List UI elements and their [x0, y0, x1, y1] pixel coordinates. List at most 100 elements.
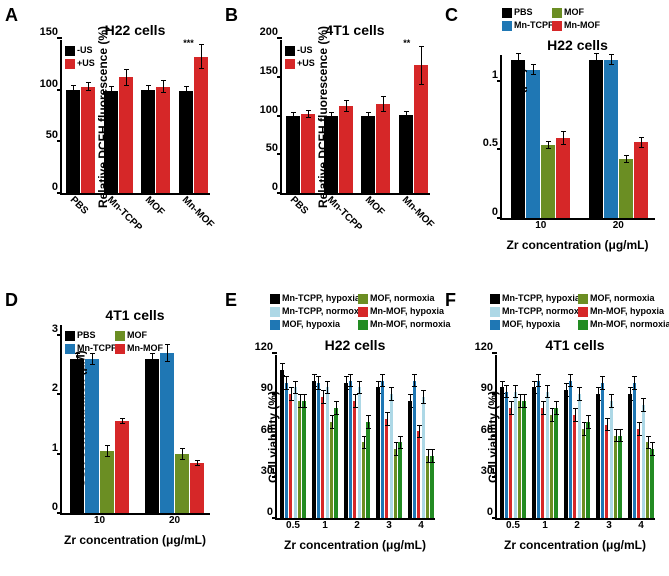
- error-bar: [396, 442, 397, 456]
- error-bar: [639, 422, 640, 436]
- legend-label: MOF, normoxia: [590, 293, 655, 303]
- error-bar: [148, 85, 149, 95]
- bar: [366, 422, 369, 518]
- error-bar: [515, 385, 516, 399]
- legend-swatch: [65, 331, 75, 341]
- error-bar: [111, 86, 112, 96]
- error-bar: [634, 376, 635, 390]
- bar: [646, 442, 649, 518]
- bar: [66, 90, 80, 193]
- bar: [334, 408, 337, 518]
- error-bar: [293, 112, 294, 120]
- legend-label: Mn-TCPP: [77, 343, 117, 353]
- bar: [298, 401, 301, 518]
- error-bar: [318, 376, 319, 390]
- legend-swatch: [285, 46, 295, 56]
- error-bar: [327, 381, 328, 395]
- legend-swatch: [502, 8, 512, 18]
- panel-label: A: [5, 5, 18, 26]
- legend-item: PBS: [502, 7, 533, 18]
- legend-label: MOF, hypoxia: [502, 319, 560, 329]
- bar: [362, 442, 365, 518]
- bar: [141, 90, 155, 193]
- x-tick: MOF: [143, 194, 166, 217]
- error-bar: [432, 449, 433, 463]
- panel-label: F: [445, 290, 456, 311]
- error-bar: [421, 46, 422, 85]
- error-bar: [126, 69, 127, 86]
- error-bar: [641, 137, 642, 148]
- bar: [556, 138, 570, 218]
- bar: [633, 383, 636, 518]
- error-bar: [387, 412, 388, 426]
- legend-swatch: [65, 344, 75, 354]
- y-tick: 200: [260, 26, 278, 38]
- legend-item: MOF, hypoxia: [270, 319, 340, 330]
- error-bar: [584, 422, 585, 436]
- error-bar: [364, 436, 365, 450]
- bar: [430, 456, 433, 518]
- legend-swatch: [358, 320, 368, 330]
- panel-title: H22 cells: [60, 22, 210, 38]
- bar: [301, 114, 315, 193]
- bar: [312, 381, 315, 519]
- legend-swatch: [578, 307, 588, 317]
- bar: [175, 454, 189, 513]
- legend-swatch: [270, 294, 280, 304]
- bar: [634, 142, 648, 218]
- bar: [650, 449, 653, 518]
- error-bar: [596, 53, 597, 67]
- legend-item: Mn-TCPP, normoxia: [270, 306, 366, 317]
- legend-item: Mn-TCPP, hypoxia: [270, 293, 360, 304]
- bar: [578, 394, 581, 518]
- legend-item: Mn-TCPP, normoxia: [490, 306, 586, 317]
- legend-item: Mn-MOF, hypoxia: [358, 306, 444, 317]
- bar: [413, 381, 416, 519]
- error-bar: [152, 353, 153, 365]
- panel-title: 4T1 cells: [495, 337, 655, 353]
- error-bar: [355, 394, 356, 408]
- significance-marker: ***: [183, 38, 194, 48]
- bar: [422, 397, 425, 518]
- legend-swatch: [552, 8, 562, 18]
- error-bar: [518, 53, 519, 67]
- error-bar: [368, 415, 369, 429]
- error-bar: [547, 385, 548, 399]
- panel-d: D4T1 cells01231020GSH concentration (μM)…: [5, 290, 220, 570]
- bar: [280, 370, 283, 519]
- bar: [353, 401, 356, 518]
- panel-label: E: [225, 290, 237, 311]
- x-tick: Mn-MOF: [180, 194, 216, 230]
- error-bar: [588, 415, 589, 429]
- error-bar: [414, 374, 415, 388]
- legend-swatch: [115, 344, 125, 354]
- error-bar: [419, 425, 420, 439]
- x-tick: 0.5: [506, 520, 520, 531]
- error-bar: [406, 111, 407, 119]
- bar: [361, 116, 375, 194]
- bar: [541, 145, 555, 218]
- legend-swatch: [490, 320, 500, 330]
- bar: [554, 408, 557, 518]
- legend-label: Mn-MOF: [564, 20, 600, 30]
- legend-swatch: [502, 21, 512, 31]
- bar: [317, 383, 320, 518]
- error-bar: [533, 64, 534, 75]
- bar: [381, 381, 384, 519]
- y-tick: 100: [260, 104, 278, 116]
- y-tick: 120: [475, 341, 493, 353]
- bar: [321, 397, 324, 518]
- x-axis-label: Zr concentration (μg/mL): [275, 538, 435, 552]
- legend-item: PBS: [65, 330, 96, 341]
- error-bar: [502, 381, 503, 395]
- bar: [286, 116, 300, 194]
- error-bar: [304, 394, 305, 408]
- legend-label: Mn-TCPP, normoxia: [502, 306, 586, 316]
- legend-item: Mn-MOF: [115, 343, 163, 354]
- error-bar: [201, 44, 202, 69]
- x-axis-label: Zr concentration (μg/mL): [60, 533, 210, 547]
- bar: [589, 60, 603, 218]
- bar: [417, 431, 420, 518]
- legend-swatch: [65, 59, 75, 69]
- chart-area: 03060901200.51234: [495, 355, 655, 520]
